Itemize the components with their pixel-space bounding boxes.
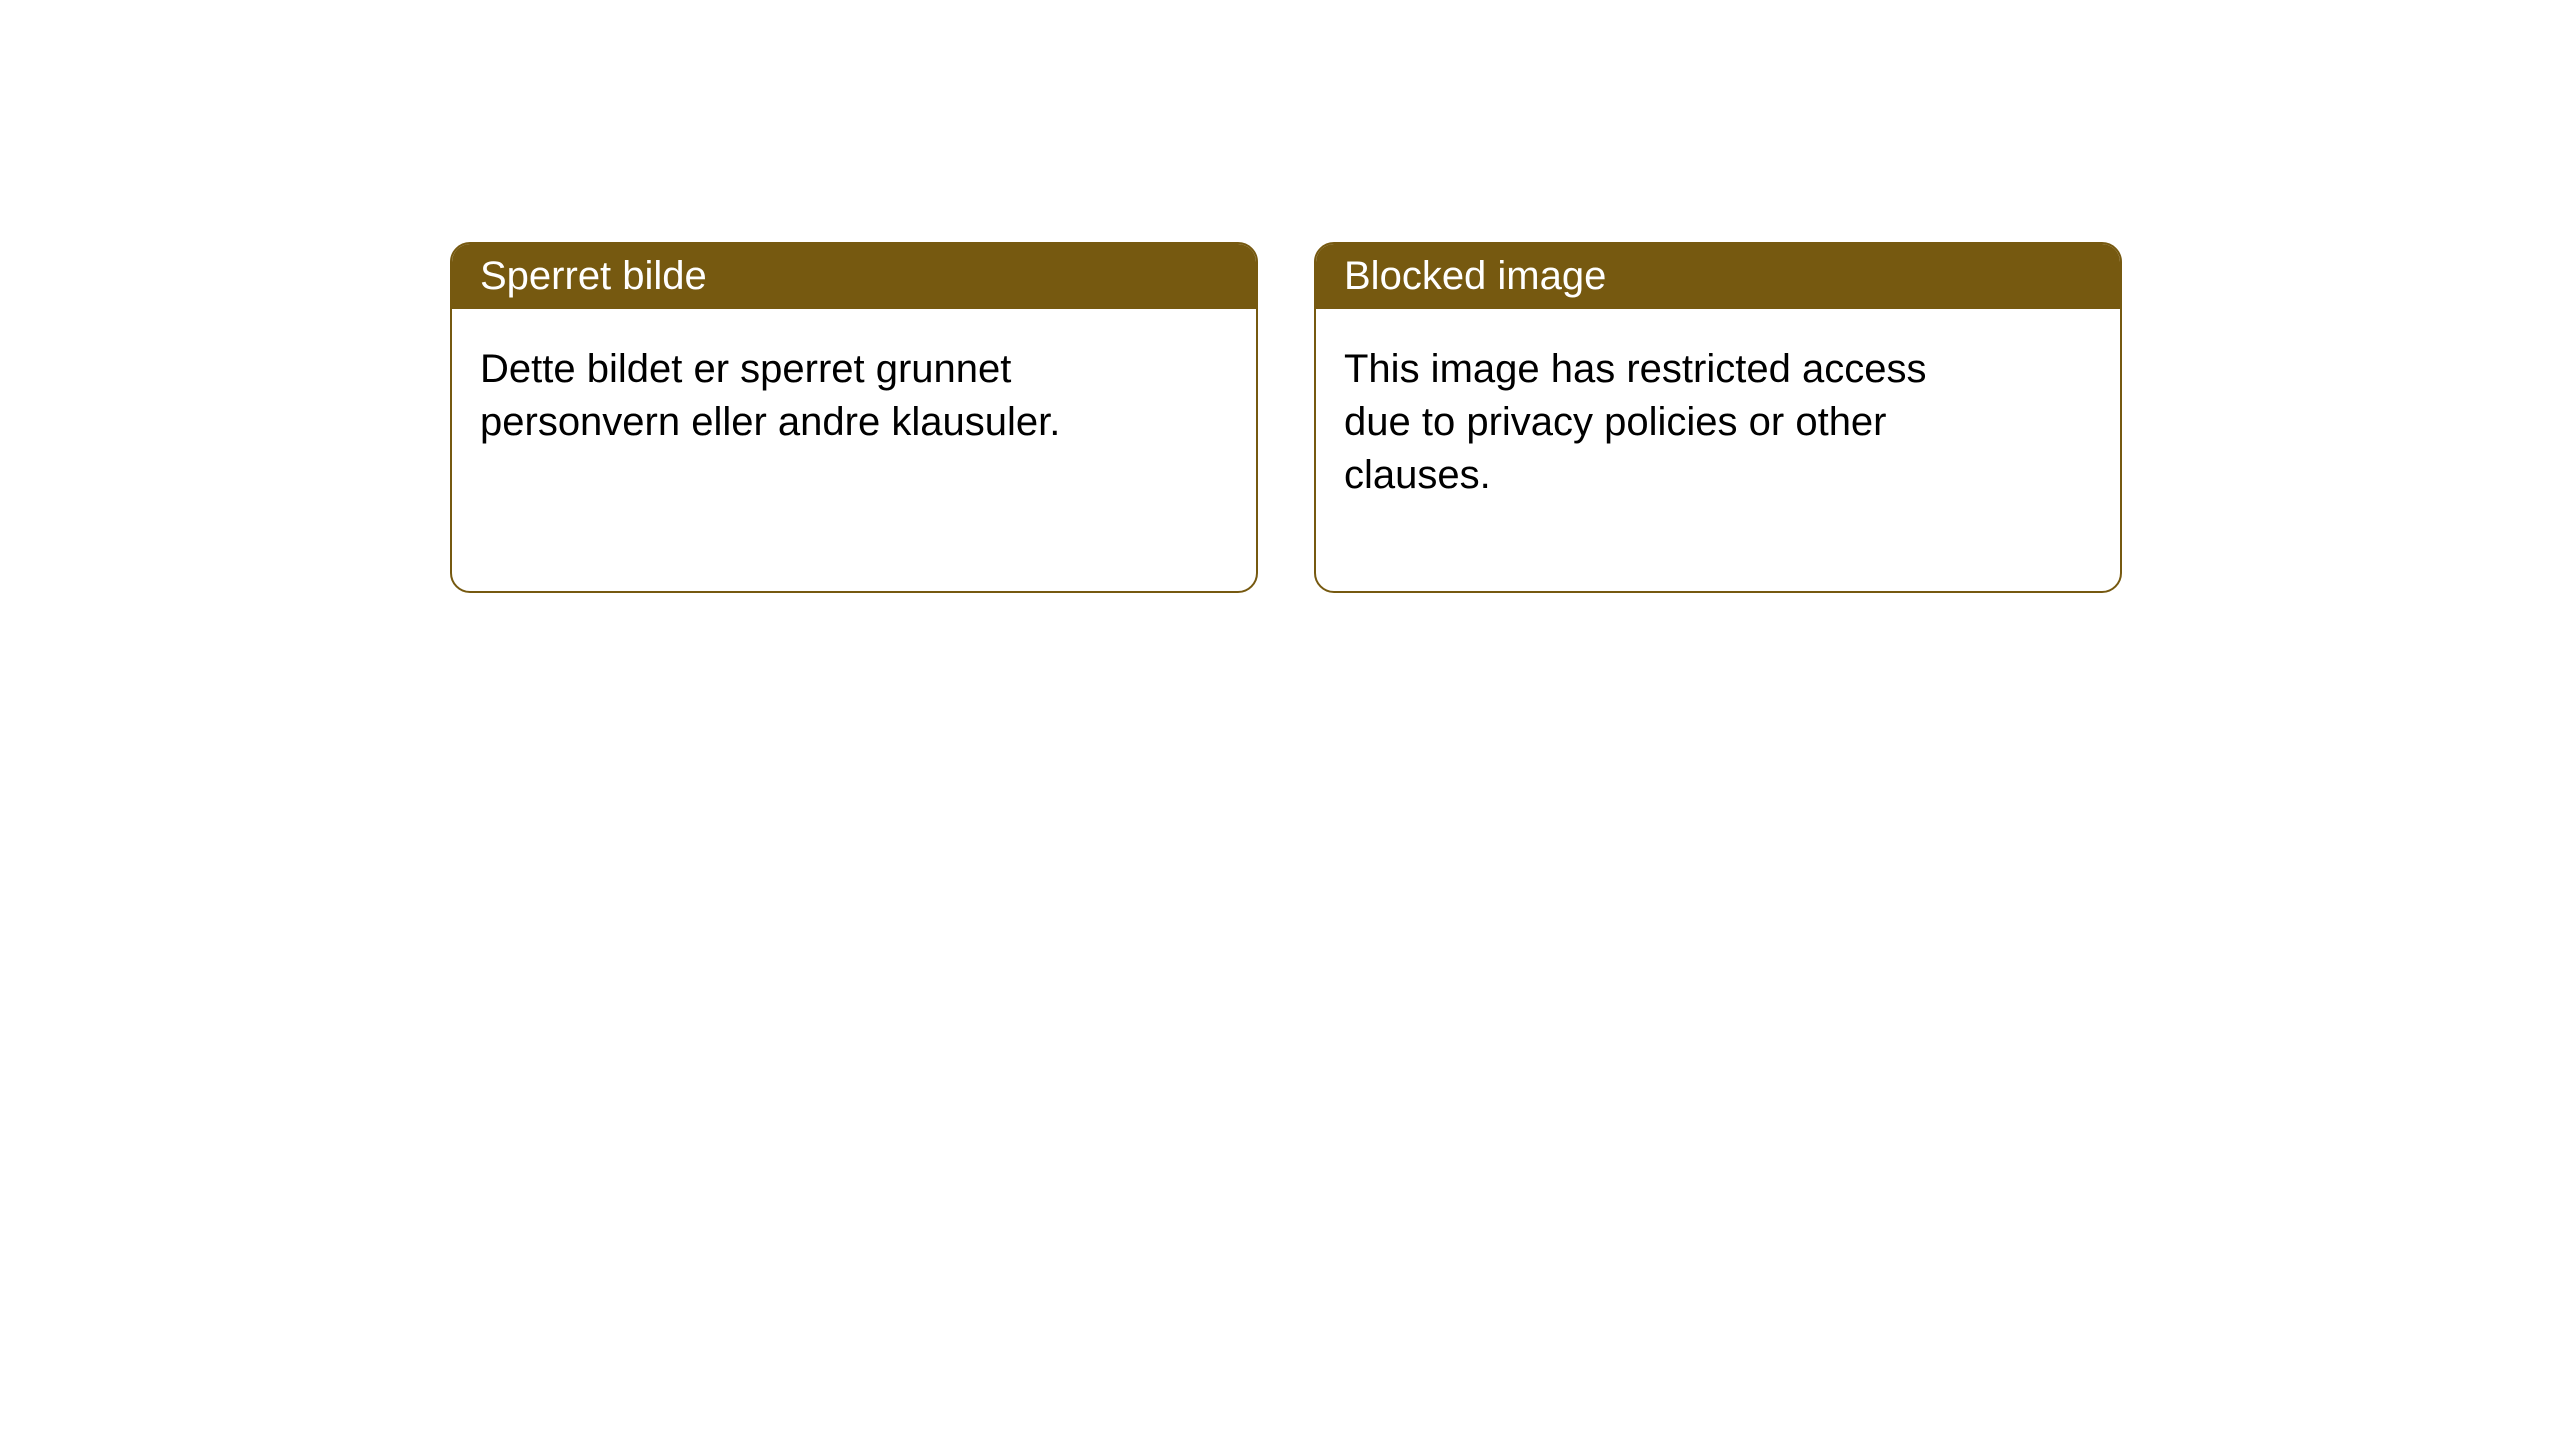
card-header: Sperret bilde xyxy=(452,244,1256,309)
card-title: Sperret bilde xyxy=(480,254,707,298)
blocked-image-card-en: Blocked image This image has restricted … xyxy=(1314,242,2122,593)
card-title: Blocked image xyxy=(1344,254,1606,298)
card-body-text: Dette bildet er sperret grunnet personve… xyxy=(480,347,1060,444)
blocked-image-card-no: Sperret bilde Dette bildet er sperret gr… xyxy=(450,242,1258,593)
card-body: This image has restricted access due to … xyxy=(1316,309,1996,591)
card-body: Dette bildet er sperret grunnet personve… xyxy=(452,309,1132,539)
card-header: Blocked image xyxy=(1316,244,2120,309)
notice-container: Sperret bilde Dette bildet er sperret gr… xyxy=(0,0,2560,593)
card-body-text: This image has restricted access due to … xyxy=(1344,347,1926,497)
